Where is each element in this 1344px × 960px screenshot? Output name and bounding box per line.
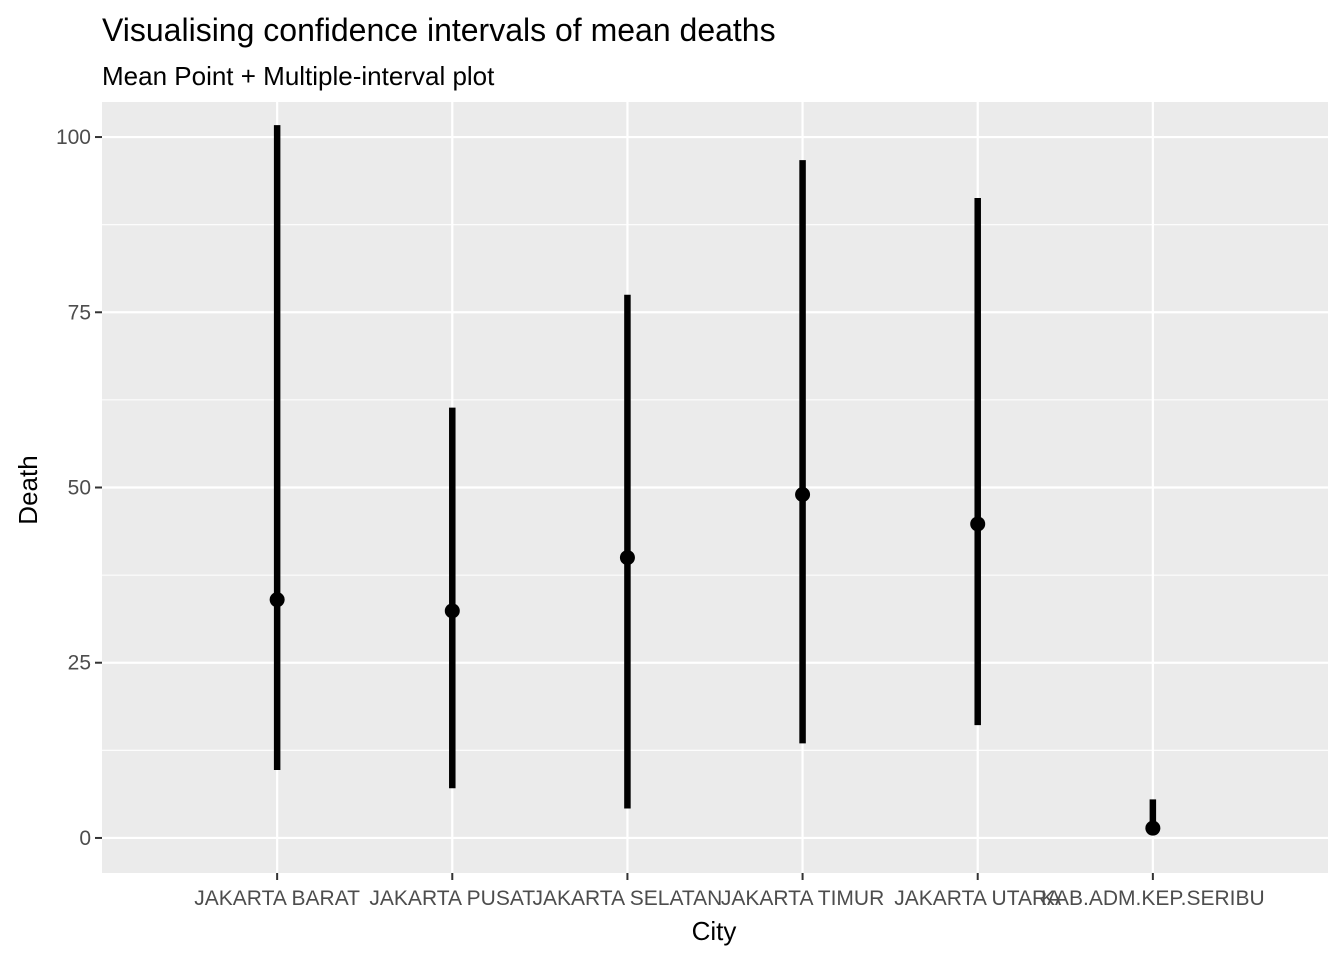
mean-point [269, 592, 285, 608]
y-tick-label: 0 [79, 827, 91, 850]
x-tick-label: JAKARTA TIMUR [721, 887, 884, 910]
chart-title: Visualising confidence intervals of mean… [102, 12, 776, 48]
x-tick-label: JAKARTA SELATAN [533, 887, 723, 910]
mean-point [444, 603, 460, 619]
x-tick-label: KAB.ADM.KEP.SERIBU [1041, 887, 1265, 910]
y-tick-label: 75 [68, 301, 91, 324]
y-axis: 0 25 50 75 100 [56, 126, 102, 850]
y-tick-label: 25 [68, 652, 91, 675]
minor-grid [102, 224, 1328, 751]
y-tick-label: 50 [68, 477, 91, 500]
x-tick-label: JAKARTA BARAT [194, 887, 360, 910]
y-tick-label: 100 [56, 126, 91, 149]
mean-point [970, 516, 986, 532]
data-marks [269, 125, 1161, 836]
y-axis-title: Death [13, 455, 43, 524]
x-axis-title: City [692, 916, 737, 946]
mean-point [1145, 820, 1161, 836]
x-tick-label: JAKARTA UTARA [894, 887, 1061, 910]
x-tick-label: JAKARTA PUSAT [369, 887, 535, 910]
mean-point [795, 487, 811, 503]
mean-point [619, 550, 635, 566]
chart-subtitle: Mean Point + Multiple-interval plot [102, 61, 495, 91]
